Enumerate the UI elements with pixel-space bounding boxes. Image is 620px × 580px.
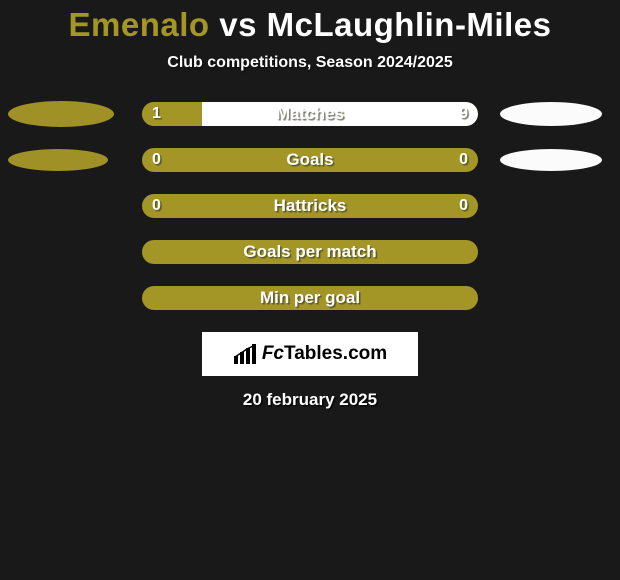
- stat-bar: Min per goal: [142, 286, 478, 310]
- title-player1: Emenalo: [69, 6, 210, 43]
- stat-bar: 19Matches: [142, 102, 478, 126]
- stat-label: Hattricks: [142, 194, 478, 218]
- stat-label: Min per goal: [142, 286, 478, 310]
- stat-bar: 00Hattricks: [142, 194, 478, 218]
- player1-marker: [8, 149, 108, 171]
- stat-row: Goals per match: [0, 240, 620, 264]
- stat-label: Goals per match: [142, 240, 478, 264]
- stat-row: 00Hattricks: [0, 194, 620, 218]
- stat-bar: 00Goals: [142, 148, 478, 172]
- title-vs: vs: [219, 6, 257, 43]
- stat-bar: Goals per match: [142, 240, 478, 264]
- stat-label: Goals: [142, 148, 478, 172]
- stats-area: 19Matches 00Goals 00Hattricks Goals per mat…: [0, 102, 620, 332]
- date-line: 20 february 2025: [243, 390, 377, 410]
- player1-marker: [8, 101, 114, 127]
- stat-row: Min per goal: [0, 286, 620, 310]
- fctables-logo: FcTables.com: [233, 343, 387, 365]
- player2-marker: [500, 102, 602, 126]
- page-title: Emenalo vs McLaughlin-Miles: [69, 6, 552, 44]
- title-player2: McLaughlin-Miles: [267, 6, 552, 43]
- stat-row: 19Matches: [0, 102, 620, 126]
- logo-box[interactable]: FcTables.com: [202, 332, 418, 376]
- stat-row: 00Goals: [0, 148, 620, 172]
- player2-marker: [500, 149, 602, 171]
- logo-text: Tables.com: [284, 343, 387, 365]
- subtitle: Club competitions, Season 2024/2025: [167, 54, 452, 72]
- main-container: Emenalo vs McLaughlin-Miles Club competi…: [0, 0, 620, 410]
- bars-icon: [233, 344, 259, 364]
- stat-label: Matches: [142, 102, 478, 126]
